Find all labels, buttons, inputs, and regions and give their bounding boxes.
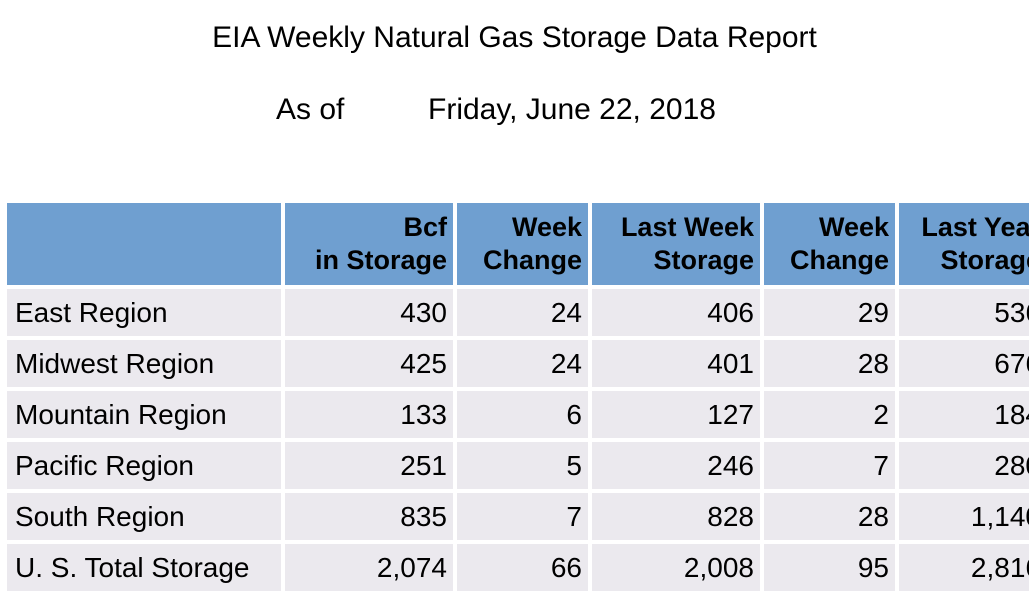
value-cell: 2 [764,391,895,438]
value-cell: 251 [285,442,453,489]
column-header-line: Week [511,212,582,242]
value-cell: 676 [899,340,1029,387]
value-cell: 24 [457,340,588,387]
column-header-line: Week [818,212,889,242]
value-cell: 5 [457,442,588,489]
table-row: East Region 430 24 406 29 536 [7,289,1029,336]
column-header-line: Storage [940,245,1029,275]
table-row: South Region 835 7 828 28 1,140 [7,493,1029,540]
value-cell: 430 [285,289,453,336]
value-cell: 425 [285,340,453,387]
region-name-cell: U. S. Total Storage [7,544,281,591]
column-header-bcf-in-storage: Bcf in Storage [285,203,453,285]
as-of-date: Friday, June 22, 2018 [428,93,716,126]
region-name-cell: Midwest Region [7,340,281,387]
value-cell: 246 [592,442,760,489]
value-cell: 2,816 [899,544,1029,591]
value-cell: 1,140 [899,493,1029,540]
column-header-line: Last Year [921,212,1029,242]
column-header-last-week-storage: Last Week Storage [592,203,760,285]
value-cell: 401 [592,340,760,387]
column-header-line: Bcf [403,212,447,242]
value-cell: 95 [764,544,895,591]
value-cell: 7 [764,442,895,489]
value-cell: 28 [764,340,895,387]
value-cell: 280 [899,442,1029,489]
region-name-cell: Pacific Region [7,442,281,489]
as-of-label: As of [276,93,345,126]
table-header-row: Bcf in Storage Week Change Last Week Sto… [7,203,1029,285]
region-name-cell: East Region [7,289,281,336]
value-cell: 66 [457,544,588,591]
table-row: Pacific Region 251 5 246 7 280 [7,442,1029,489]
value-cell: 828 [592,493,760,540]
value-cell: 835 [285,493,453,540]
table-row-total: U. S. Total Storage 2,074 66 2,008 95 2,… [7,544,1029,591]
header-corner-cell [7,203,281,285]
table-row: Midwest Region 425 24 401 28 676 [7,340,1029,387]
region-name-cell: South Region [7,493,281,540]
value-cell: 406 [592,289,760,336]
value-cell: 24 [457,289,588,336]
value-cell: 6 [457,391,588,438]
column-header-line: Last Week [620,212,754,242]
storage-table: Bcf in Storage Week Change Last Week Sto… [3,199,1029,595]
value-cell: 29 [764,289,895,336]
column-header-last-year-storage: Last Year Storage [899,203,1029,285]
column-header-line: in Storage [314,245,447,275]
value-cell: 7 [457,493,588,540]
column-header-last-week-change: Week Change [764,203,895,285]
column-header-line: Change [789,245,889,275]
as-of-line: As of Friday, June 22, 2018 [0,90,1029,130]
value-cell: 127 [592,391,760,438]
column-header-line: Change [482,245,582,275]
region-name-cell: Mountain Region [7,391,281,438]
table-row: Mountain Region 133 6 127 2 184 [7,391,1029,438]
value-cell: 133 [285,391,453,438]
value-cell: 28 [764,493,895,540]
value-cell: 536 [899,289,1029,336]
report-title: EIA Weekly Natural Gas Storage Data Repo… [212,21,817,54]
value-cell: 184 [899,391,1029,438]
value-cell: 2,008 [592,544,760,591]
column-header-line: Storage [653,245,754,275]
column-header-week-change: Week Change [457,203,588,285]
value-cell: 2,074 [285,544,453,591]
